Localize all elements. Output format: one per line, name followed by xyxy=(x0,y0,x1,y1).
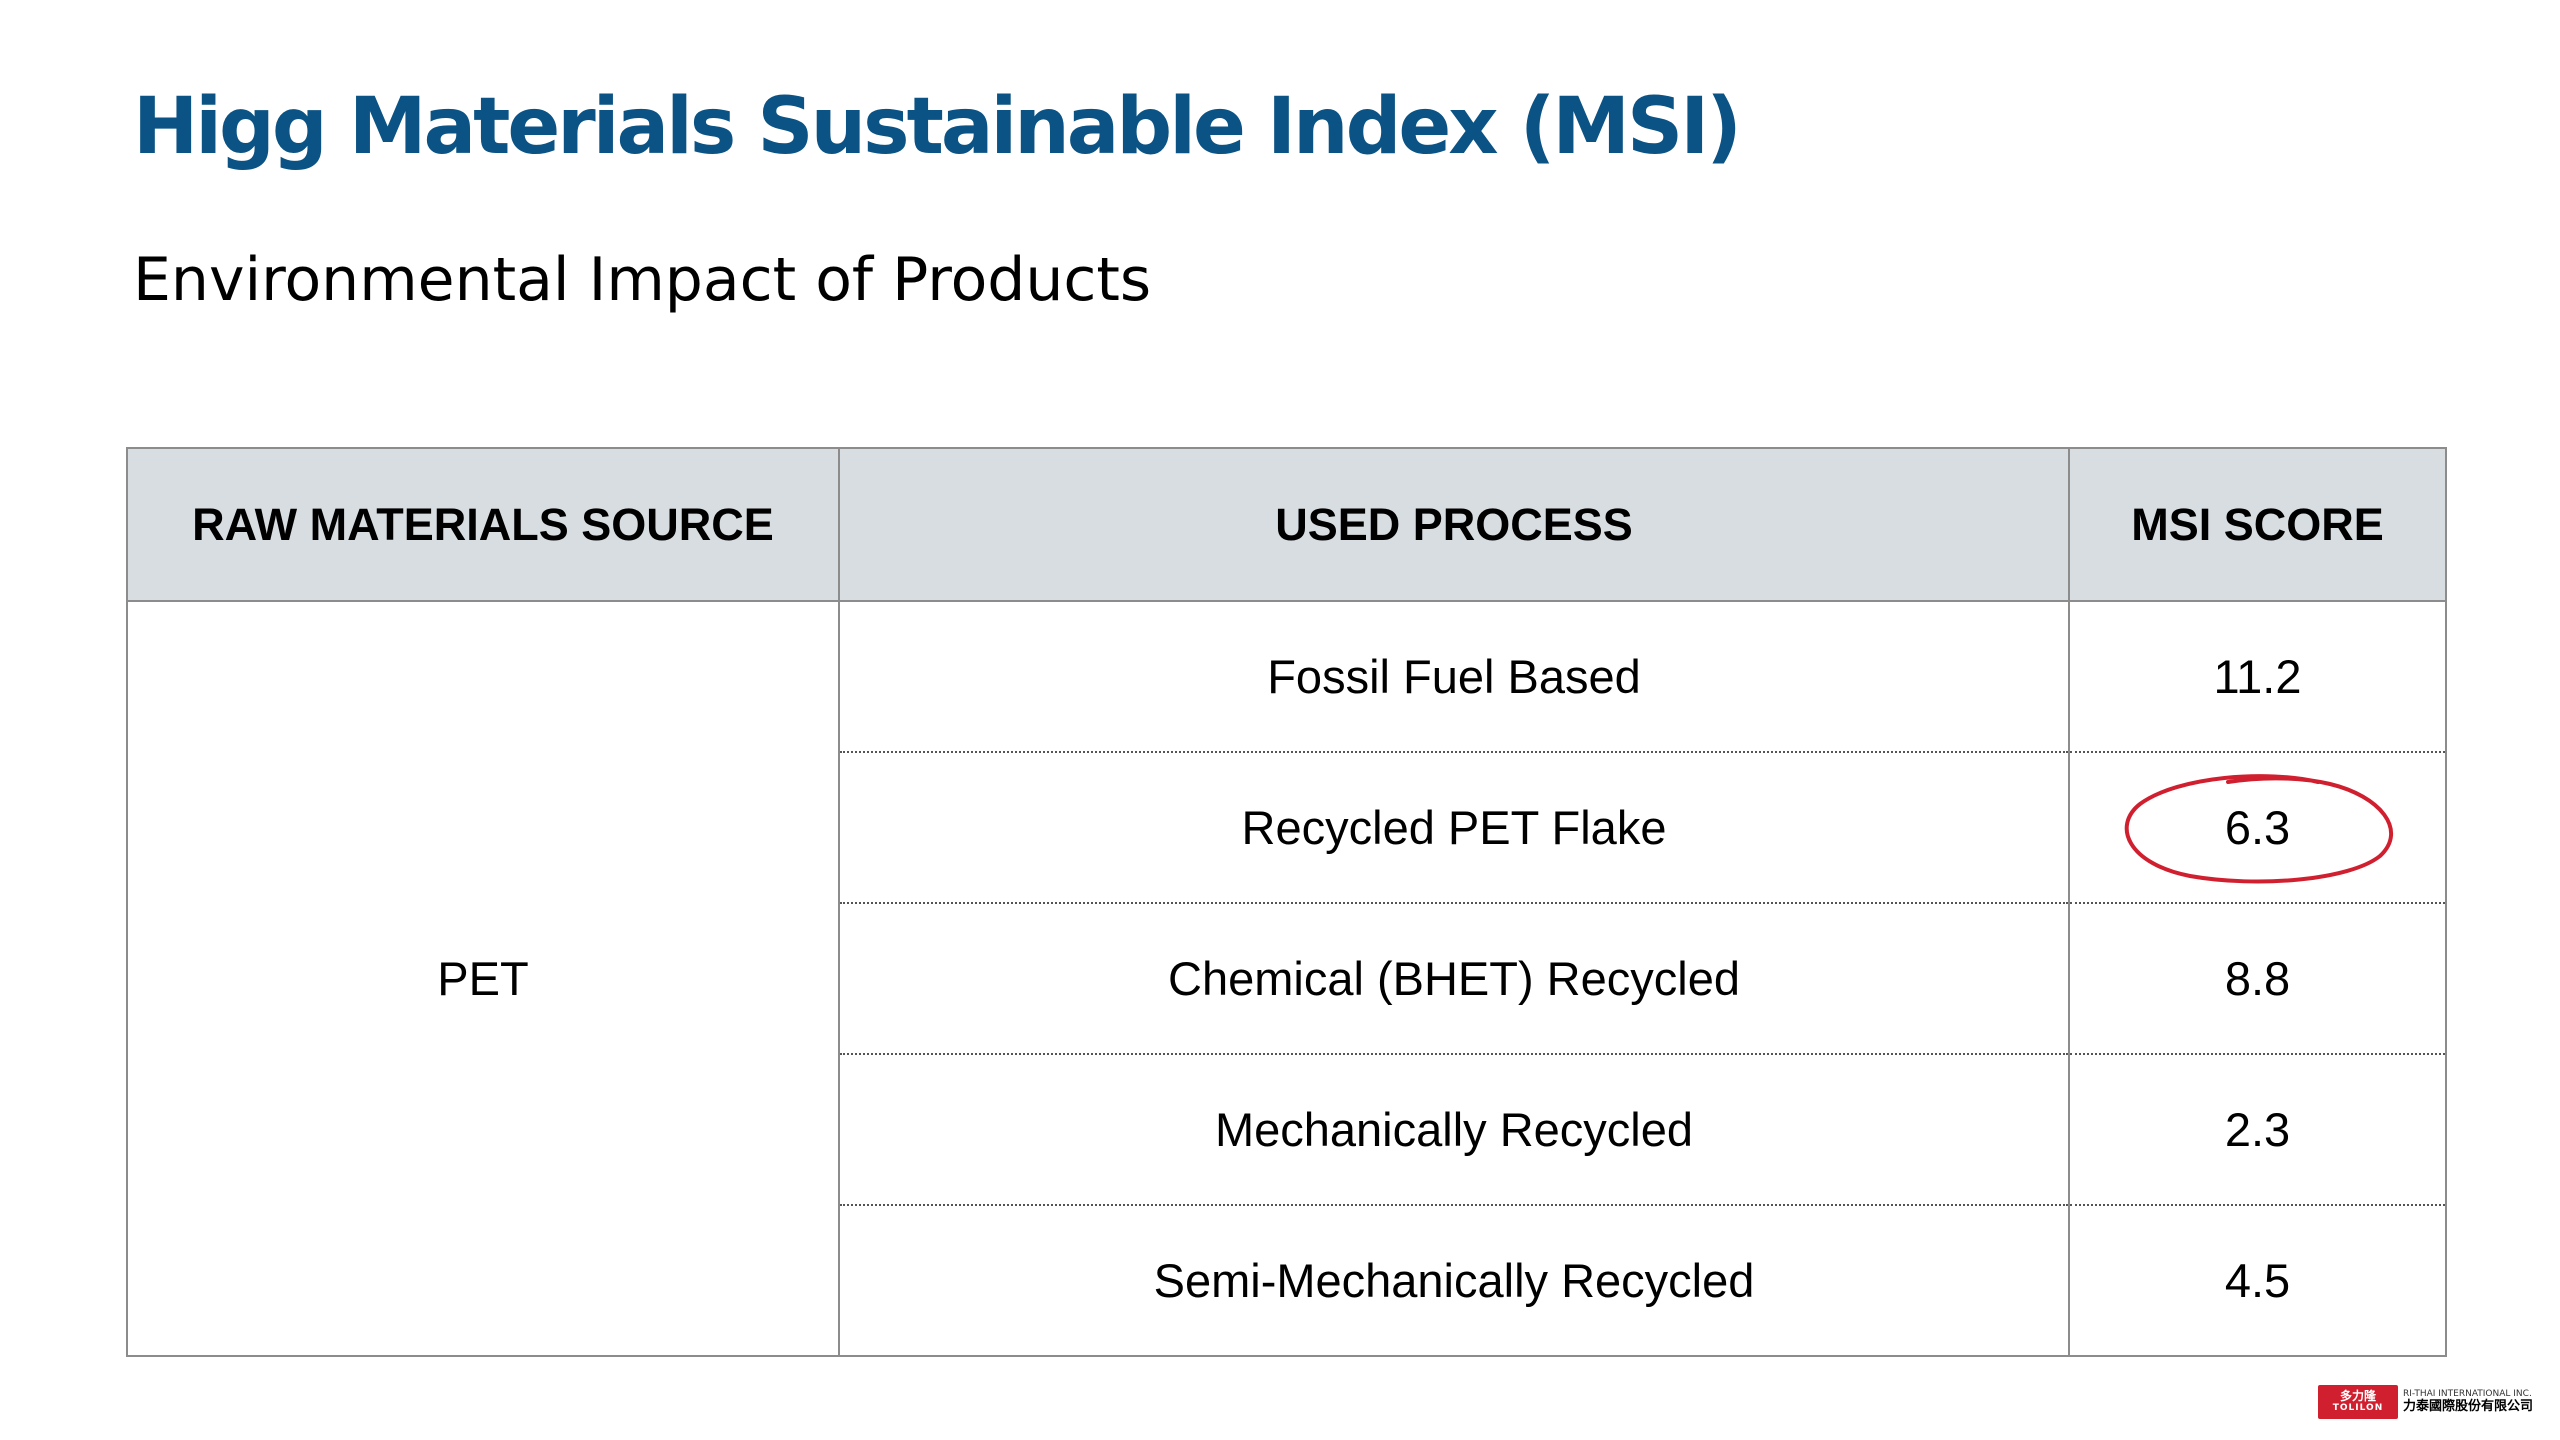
score-cell: 8.8 xyxy=(2068,903,2447,1055)
source-cell: PET xyxy=(126,601,840,1357)
score-cell: 11.2 xyxy=(2068,601,2447,753)
slide-subtitle: Environmental Impact of Products xyxy=(133,245,1152,315)
score-value: 6.3 xyxy=(2224,801,2291,854)
logo-mark: 多力隆 TOLILON xyxy=(2318,1385,2398,1419)
column-header-source: RAW MATERIALS SOURCE xyxy=(126,447,840,602)
process-cell: Semi-Mechanically Recycled xyxy=(838,1205,2070,1357)
score-cell: 4.5 xyxy=(2068,1205,2447,1357)
msi-table: RAW MATERIALS SOURCE USED PROCESS MSI SC… xyxy=(126,447,2447,1357)
logo-text: RI-THAI INTERNATIONAL INC. 力泰國際股份有限公司 xyxy=(2403,1389,2533,1414)
process-cell: Recycled PET Flake xyxy=(838,752,2070,904)
company-logo: 多力隆 TOLILON RI-THAI INTERNATIONAL INC. 力… xyxy=(2318,1384,2552,1420)
column-header-process: USED PROCESS xyxy=(838,447,2070,602)
score-cell: 6.3 xyxy=(2068,752,2447,904)
process-cell: Mechanically Recycled xyxy=(838,1054,2070,1206)
logo-mark-en: TOLILON xyxy=(2332,1402,2384,1413)
table-header-row: RAW MATERIALS SOURCE USED PROCESS MSI SC… xyxy=(126,447,2447,602)
score-cell: 2.3 xyxy=(2068,1054,2447,1206)
table-row: PET Fossil Fuel Based 11.2 xyxy=(126,601,2447,1357)
company-name-en: RI-THAI INTERNATIONAL INC. xyxy=(2403,1389,2532,1400)
process-cell: Chemical (BHET) Recycled xyxy=(838,903,2070,1055)
process-cell: Fossil Fuel Based xyxy=(838,601,2070,753)
table-row: Semi-Mechanically Recycled 4.5 xyxy=(127,1205,2447,1357)
logo-mark-cn: 多力隆 xyxy=(2339,1389,2376,1404)
table-row: Chemical (BHET) Recycled 8.8 xyxy=(127,903,2447,1055)
company-name-cn: 力泰國際股份有限公司 xyxy=(2403,1398,2534,1414)
slide-title: Higg Materials Sustainable Index (MSI) xyxy=(133,82,1742,172)
table-row: Mechanically Recycled 2.3 xyxy=(127,1054,2447,1206)
circled-score: 6.3 xyxy=(2124,773,2393,883)
column-header-score: MSI SCORE xyxy=(2068,447,2447,602)
table-row: Recycled PET Flake 6.3 xyxy=(127,752,2447,904)
